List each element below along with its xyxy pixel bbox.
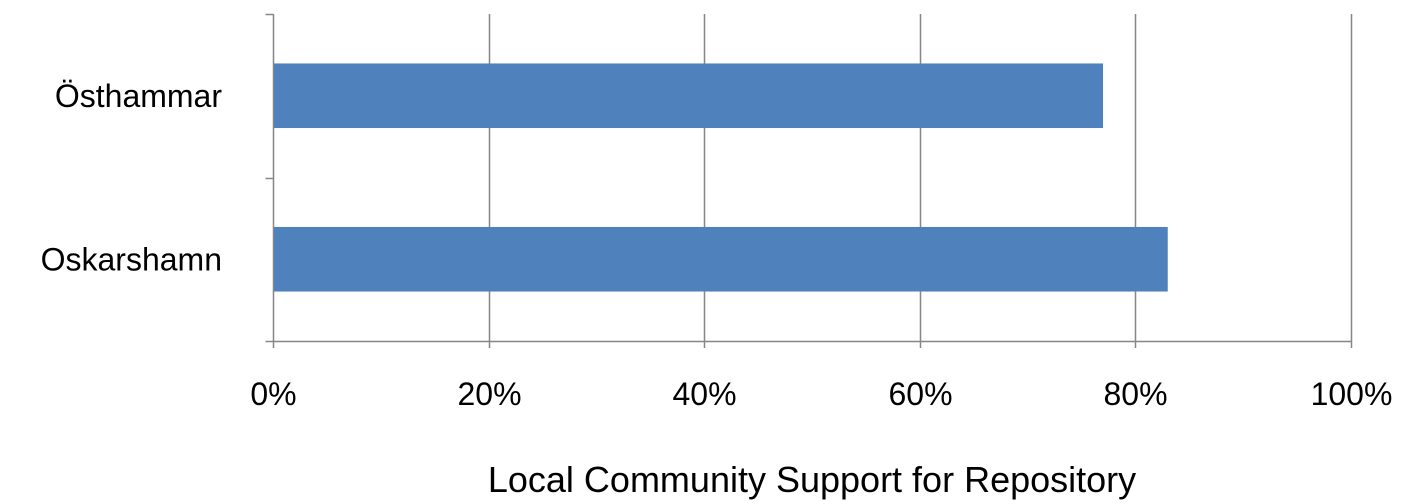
x-tick-label: 60% — [888, 376, 952, 412]
axes — [265, 13, 1353, 348]
x-tick-label: 0% — [250, 376, 296, 412]
x-tick-labels: 0% 20% 40% 60% 80% 100% — [250, 376, 1392, 412]
x-tick-label: 80% — [1103, 376, 1167, 412]
x-tick-label: 40% — [672, 376, 736, 412]
x-tick-label: 100% — [1311, 376, 1393, 412]
x-tick-label: 20% — [457, 376, 521, 412]
gridlines — [488, 14, 1353, 341]
bars — [274, 63, 1168, 292]
x-axis-title: Local Community Support for Repository — [488, 459, 1136, 500]
bar — [274, 226, 1168, 292]
y-tick-label: Östhammar — [55, 78, 222, 114]
y-tick-label: Oskarshamn — [41, 241, 222, 277]
y-tick-labels: Östhammar Oskarshamn — [41, 78, 223, 278]
bar — [274, 63, 1104, 129]
